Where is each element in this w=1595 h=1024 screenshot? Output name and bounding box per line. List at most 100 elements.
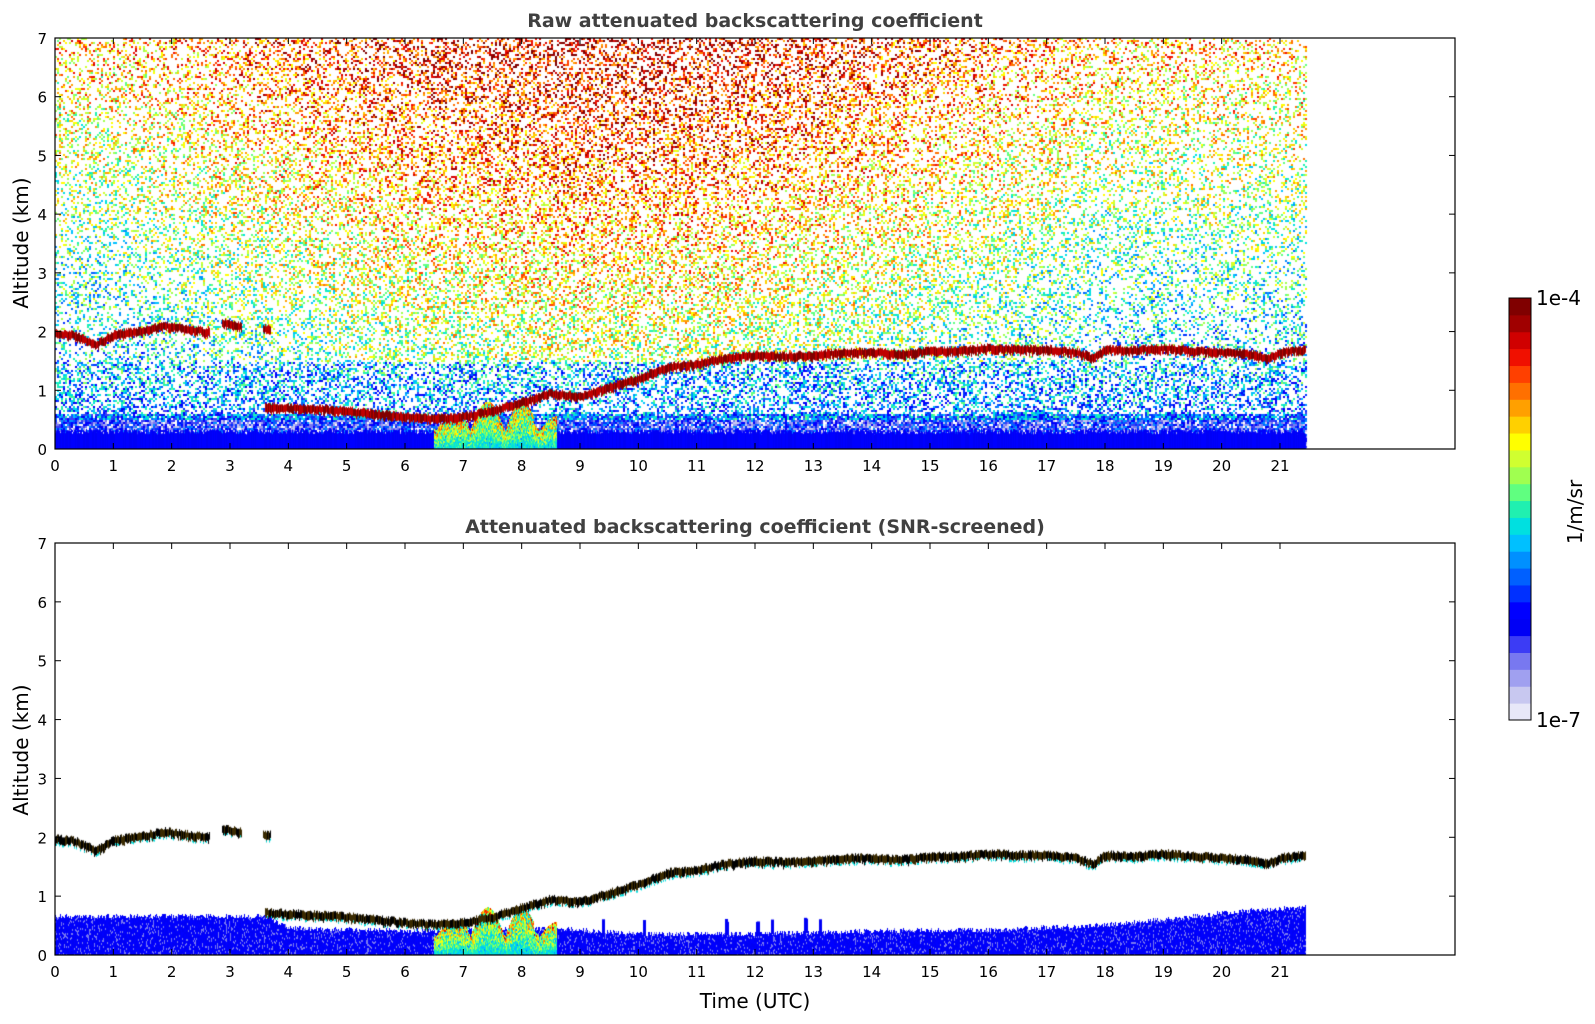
x-tick-label: 17 [1037, 963, 1056, 981]
x-tick-label: 10 [629, 963, 648, 981]
colorbar-step [1509, 382, 1531, 400]
colorbar-step [1509, 703, 1531, 721]
x-tick-label: 1 [109, 457, 119, 475]
colorbar-step [1509, 399, 1531, 417]
colorbar-step [1509, 466, 1531, 485]
y-tick-label: 2 [37, 324, 47, 342]
raw-panel-title: Raw attenuated backscattering coefficien… [527, 10, 983, 32]
colorbar: 1e-4 1e-7 1/m/sr [1508, 286, 1587, 732]
x-tick-label: 6 [400, 457, 410, 475]
colorbar-step [1509, 331, 1531, 350]
screened-backscatter-panel: Attenuated backscattering coefficient (S… [9, 516, 1456, 1013]
y-tick-label: 1 [37, 888, 47, 906]
y-tick-label: 6 [37, 594, 47, 612]
x-tick-label: 0 [50, 457, 60, 475]
colorbar-step [1509, 635, 1531, 653]
y-tick-label: 7 [37, 535, 47, 553]
x-tick-label: 2 [167, 963, 177, 981]
x-axis-label: Time (UTC) [699, 989, 811, 1013]
x-tick-label: 18 [1095, 457, 1114, 475]
x-tick-label: 13 [804, 457, 823, 475]
colorbar-step [1509, 584, 1531, 603]
x-tick-label: 21 [1270, 963, 1289, 981]
colorbar-step [1509, 534, 1531, 552]
colorbar-step [1509, 483, 1531, 502]
y-tick-label: 0 [37, 441, 47, 459]
x-tick-label: 11 [687, 963, 706, 981]
x-tick-label: 14 [862, 457, 881, 475]
colorbar-step [1509, 314, 1531, 333]
y-tick-label: 3 [37, 265, 47, 283]
y-tick-label: 0 [37, 947, 47, 965]
x-tick-label: 9 [575, 457, 585, 475]
x-tick-label: 20 [1212, 457, 1231, 475]
colorbar-unit-label: 1/m/sr [1563, 479, 1587, 544]
colorbar-step [1509, 669, 1531, 687]
y-tick-label: 5 [37, 147, 47, 165]
y-tick-label: 4 [37, 206, 47, 224]
colorbar-step [1509, 517, 1531, 535]
colorbar-max-label: 1e-4 [1536, 286, 1581, 310]
colorbar-step [1509, 568, 1531, 586]
x-tick-label: 3 [225, 457, 235, 475]
colorbar-steps [1509, 298, 1531, 721]
x-tick-label: 12 [745, 963, 764, 981]
heatmap-image [55, 543, 1455, 955]
raw-y-axis-label: Altitude (km) [9, 177, 33, 308]
x-tick-label: 19 [1154, 963, 1173, 981]
heatmap-image [55, 38, 1455, 449]
colorbar-step [1509, 686, 1531, 704]
screened-axis-ticks: 0 1 2 3 4 5 6 7 8 9 10 11 12 13 14 15 16 17 18 19 20 21012345… [37, 535, 1455, 981]
screened-heatmap [55, 543, 1455, 955]
y-tick-label: 2 [37, 829, 47, 847]
x-tick-label: 17 [1037, 457, 1056, 475]
colorbar-step [1509, 449, 1531, 468]
screened-y-axis-label: Altitude (km) [9, 684, 33, 815]
colorbar-step [1509, 348, 1531, 367]
colorbar-step [1509, 618, 1531, 637]
colorbar-step [1509, 500, 1531, 518]
y-tick-label: 3 [37, 770, 47, 788]
colorbar-step [1509, 601, 1531, 620]
x-tick-label: 16 [979, 457, 998, 475]
x-tick-label: 8 [517, 963, 527, 981]
colorbar-step [1509, 652, 1531, 670]
colorbar-step [1509, 365, 1531, 383]
x-tick-label: 15 [920, 457, 939, 475]
x-tick-label: 12 [745, 457, 764, 475]
x-tick-label: 16 [979, 963, 998, 981]
x-tick-label: 21 [1270, 457, 1289, 475]
x-tick-label: 7 [459, 963, 469, 981]
x-tick-label: 6 [400, 963, 410, 981]
x-tick-label: 5 [342, 457, 352, 475]
x-tick-label: 15 [920, 963, 939, 981]
x-tick-label: 14 [862, 963, 881, 981]
x-tick-label: 18 [1095, 963, 1114, 981]
x-tick-label: 19 [1154, 457, 1173, 475]
raw-axis-ticks: 0 1 2 3 4 5 6 7 8 9 10 11 12 13 14 15 16 17 18 19 20 21012345… [37, 30, 1455, 475]
y-tick-label: 5 [37, 653, 47, 671]
y-tick-label: 7 [37, 30, 47, 48]
colorbar-step [1509, 433, 1531, 451]
colorbar-step [1509, 551, 1531, 569]
y-tick-label: 6 [37, 89, 47, 107]
x-tick-label: 5 [342, 963, 352, 981]
x-tick-label: 10 [629, 457, 648, 475]
colorbar-min-label: 1e-7 [1536, 708, 1581, 732]
colorbar-frame [1508, 297, 1532, 721]
x-tick-label: 3 [225, 963, 235, 981]
colorbar-step [1509, 298, 1531, 316]
raw-heatmap [55, 38, 1455, 449]
x-tick-label: 7 [459, 457, 469, 475]
x-tick-label: 13 [804, 963, 823, 981]
x-tick-label: 4 [284, 963, 294, 981]
x-tick-label: 4 [284, 457, 294, 475]
y-tick-label: 4 [37, 712, 47, 730]
x-tick-label: 8 [517, 457, 527, 475]
colorbar-step [1509, 416, 1531, 434]
screened-panel-title: Attenuated backscattering coefficient (S… [465, 516, 1045, 538]
x-tick-label: 9 [575, 963, 585, 981]
x-tick-label: 11 [687, 457, 706, 475]
raw-backscatter-panel: Raw attenuated backscattering coefficien… [9, 10, 1456, 475]
